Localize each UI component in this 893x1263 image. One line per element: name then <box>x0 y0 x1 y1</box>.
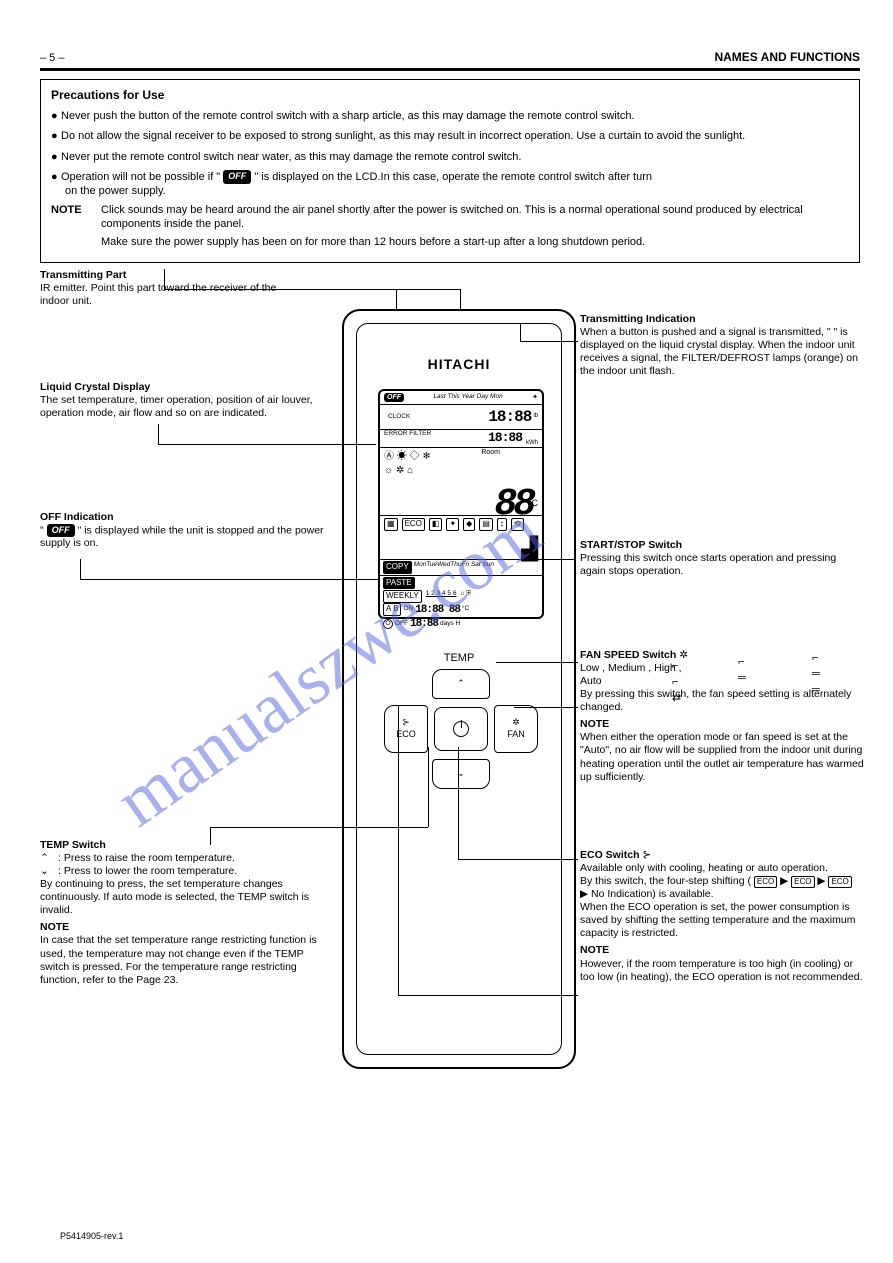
bullet-3: ●Never put the remote control switch nea… <box>51 150 849 164</box>
callout-startstop: START/STOP Switch Pressing this switch o… <box>580 539 860 578</box>
lcd-display: OFF Last This Year Day Mon ✦ CLOCK 18:88… <box>378 389 544 619</box>
remote-diagram: HITACHI OFF Last This Year Day Mon ✦ CLO… <box>40 269 860 1089</box>
footer: P5414905-rev.1 <box>60 1231 123 1243</box>
page-num: – 5 – <box>40 51 64 65</box>
bullet-2: ●Do not allow the signal receiver to be … <box>51 129 849 143</box>
fan-button[interactable]: ✲ FAN <box>494 705 538 753</box>
temp-up-button[interactable]: ⌃ <box>432 669 490 699</box>
precautions-title: Precautions for Use <box>51 88 849 104</box>
fan-icon: ✲ <box>512 717 520 729</box>
callout-eco: ECO Switch ⊱ Available only with cooling… <box>580 849 870 984</box>
page-content: – 5 – NAMES AND FUNCTIONS Precautions fo… <box>40 50 860 1089</box>
callout-temp: TEMP Switch ⌃: Press to raise the room t… <box>40 839 330 987</box>
swing-low-icon: ⌐ <box>672 659 678 673</box>
precautions-box: Precautions for Use ●Never push the butt… <box>40 79 860 263</box>
swing-high-icon: ⌐══ <box>812 651 820 698</box>
note-row: NOTE Click sounds may be heard around th… <box>51 203 849 232</box>
brand-label: HITACHI <box>344 355 574 373</box>
start-stop-button[interactable] <box>434 707 488 751</box>
callout-off: OFF Indication " OFF " " is displayed wh… <box>40 511 330 551</box>
remote-body: HITACHI OFF Last This Year Day Mon ✦ CLO… <box>342 309 576 1069</box>
fan-icon: ✲ <box>679 649 688 661</box>
button-pad: ⌃ ⌄ ⊱ ECO ✲ FAN <box>384 669 538 789</box>
temp-down-button[interactable]: ⌄ <box>432 759 490 789</box>
leaf-icon: ⊱ <box>642 849 651 861</box>
callout-transmit-ind: Transmitting Indication When a button is… <box>580 313 860 379</box>
swing-auto-icon: ⌐⇄ <box>672 675 681 706</box>
bullet-4-cont: on the power supply. <box>65 184 849 198</box>
temp-label: TEMP <box>344 651 574 665</box>
bullet-4: ● Operation will not be possible if " OF… <box>51 170 849 184</box>
section-title: NAMES AND FUNCTIONS <box>714 50 860 66</box>
bullet-1: ●Never push the button of the remote con… <box>51 109 849 123</box>
eco-button[interactable]: ⊱ ECO <box>384 705 428 753</box>
callout-fan: FAN SPEED Switch ✲ Low , Medium , High ,… <box>580 649 870 784</box>
page-header: – 5 – NAMES AND FUNCTIONS <box>40 50 860 71</box>
callout-transmit: Transmitting Part IR emitter. Point this… <box>40 269 300 308</box>
off-badge-inline: OFF <box>223 170 251 184</box>
swing-med-icon: ⌐═ <box>738 655 746 686</box>
leaf-icon: ⊱ <box>402 717 410 729</box>
callout-lcd: Liquid Crystal Display The set temperatu… <box>40 381 320 420</box>
